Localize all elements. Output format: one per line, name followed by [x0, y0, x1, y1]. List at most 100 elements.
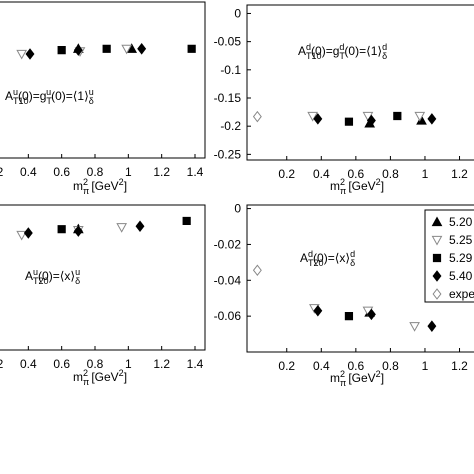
x-axis-label-sub: π: [83, 186, 89, 196]
x-axis-label: mπ2 [GeV2]: [73, 368, 127, 387]
x-axis-label-part: m: [330, 179, 340, 193]
y-tick-label: -0.1: [220, 63, 241, 77]
legend-marker: [432, 253, 442, 263]
data-point: [73, 44, 83, 56]
x-tick-label: 0.4: [313, 167, 330, 181]
x-axis-label-sub: π: [340, 378, 346, 388]
data-point: [135, 220, 145, 233]
annotation: AT20u(0)=⟨x⟩δu: [25, 267, 80, 286]
x-axis-label-part: [GeV: [345, 179, 376, 193]
annotation: AT10d(0)=gTd(0)=⟨1⟩δd: [298, 42, 387, 61]
x-axis-label-part: [GeV: [88, 179, 119, 193]
data-point: [313, 305, 323, 317]
x-tick-label: 0.6: [53, 165, 70, 179]
x-axis-label-sup: 2: [376, 177, 381, 187]
annotation-sub: T: [46, 96, 52, 106]
y-tick-label: -0.25: [214, 147, 242, 161]
y-tick-label: 0: [234, 202, 241, 216]
x-axis-label-sup: 2: [340, 177, 345, 187]
y-tick-label: -0.05: [214, 35, 242, 49]
data-point: [307, 111, 319, 122]
data-point: [57, 225, 66, 234]
annotation-part: (0)=⟨x⟩: [38, 269, 75, 283]
data-point: [116, 223, 128, 233]
x-axis-label-sub: π: [83, 377, 89, 387]
data-point: [252, 110, 262, 123]
x-tick-label: 0.2: [278, 359, 295, 373]
x-axis-label-sub: π: [340, 186, 346, 196]
data-point: [366, 114, 376, 127]
x-tick-label: 1.2: [451, 359, 468, 373]
x-tick-label: 1: [422, 359, 429, 373]
x-tick-label: 0.8: [382, 167, 399, 181]
x-axis-label-sup: 2: [340, 369, 345, 379]
data-point: [366, 308, 376, 321]
x-axis-label: mπ2 [GeV2]: [330, 177, 384, 196]
annotation-sup: u: [89, 87, 94, 97]
plot-frame: [0, 204, 206, 351]
legend-box: [424, 209, 474, 303]
data-point: [344, 117, 354, 126]
x-tick-label: 0.8: [87, 357, 104, 371]
x-tick-label: 1: [125, 357, 132, 371]
annotation-sub: δ: [75, 276, 80, 286]
x-axis-label-sup: 2: [119, 177, 124, 187]
x-axis-label-part: ]: [124, 179, 127, 193]
annotation-part: A: [25, 269, 33, 283]
annotation-sub: T: [339, 51, 345, 61]
annotation-sup: d: [339, 42, 344, 52]
annotation-sup: d: [306, 42, 311, 52]
plot-frame: [246, 204, 474, 353]
x-tick-label: 0.2: [0, 357, 4, 371]
x-tick-label: 1.4: [187, 165, 204, 179]
data-point: [427, 113, 437, 125]
data-point: [427, 320, 437, 332]
x-tick-label: 0.8: [382, 359, 399, 373]
legend-marker: [432, 270, 442, 282]
annotation-sub: T10: [306, 51, 322, 61]
legend-label: 5.29: [449, 251, 473, 265]
x-axis-label-part: m: [73, 370, 83, 384]
x-tick-label: 0.2: [0, 165, 4, 179]
x-tick-label: 1.4: [187, 357, 204, 371]
x-tick-label: 1.2: [153, 165, 170, 179]
annotation-sup: d: [382, 42, 387, 52]
x-tick-label: 0.2: [278, 167, 295, 181]
data-point: [137, 43, 147, 55]
data-point: [187, 44, 196, 53]
data-point: [182, 216, 191, 226]
annotation-sub: δ: [382, 51, 387, 61]
annotation-part: A: [300, 251, 308, 265]
legend-marker: [432, 288, 442, 300]
annotation-sub: T10: [13, 96, 29, 106]
legend-marker: [431, 235, 443, 246]
y-tick-label: -0.2: [220, 119, 241, 133]
data-point: [23, 227, 33, 239]
y-tick-label: -0.15: [214, 91, 242, 105]
annotation: AT10u(0)=gTu(0)=⟨1⟩δu: [5, 87, 94, 106]
annotation-part: (0)=⟨1⟩: [344, 44, 382, 58]
annotation-sup: d: [350, 249, 355, 259]
x-tick-label: 1: [125, 165, 132, 179]
annotation-part: (0)=⟨1⟩: [51, 89, 89, 103]
plot-frame: [246, 4, 474, 161]
data-point: [73, 225, 83, 237]
annotation-sub: T20: [33, 276, 49, 286]
data-point: [25, 48, 35, 60]
annotation-sup: u: [75, 267, 80, 277]
annotation-sup: d: [308, 249, 313, 259]
x-tick-label: 1.2: [153, 357, 170, 371]
x-axis-label: mπ2 [GeV2]: [73, 177, 127, 196]
x-axis-label-part: [GeV: [345, 371, 376, 385]
x-tick-label: 1.2: [451, 167, 468, 181]
x-axis-label-sup: 2: [83, 368, 88, 378]
x-tick-label: 0.4: [313, 359, 330, 373]
legend-label: 5.40: [449, 269, 473, 283]
annotation-sub: δ: [89, 96, 94, 106]
data-point: [121, 44, 133, 55]
legend-label: 5.20: [449, 215, 473, 229]
annotation-part: (0)=⟨x⟩: [313, 251, 350, 265]
y-tick-label: 0: [234, 6, 241, 20]
